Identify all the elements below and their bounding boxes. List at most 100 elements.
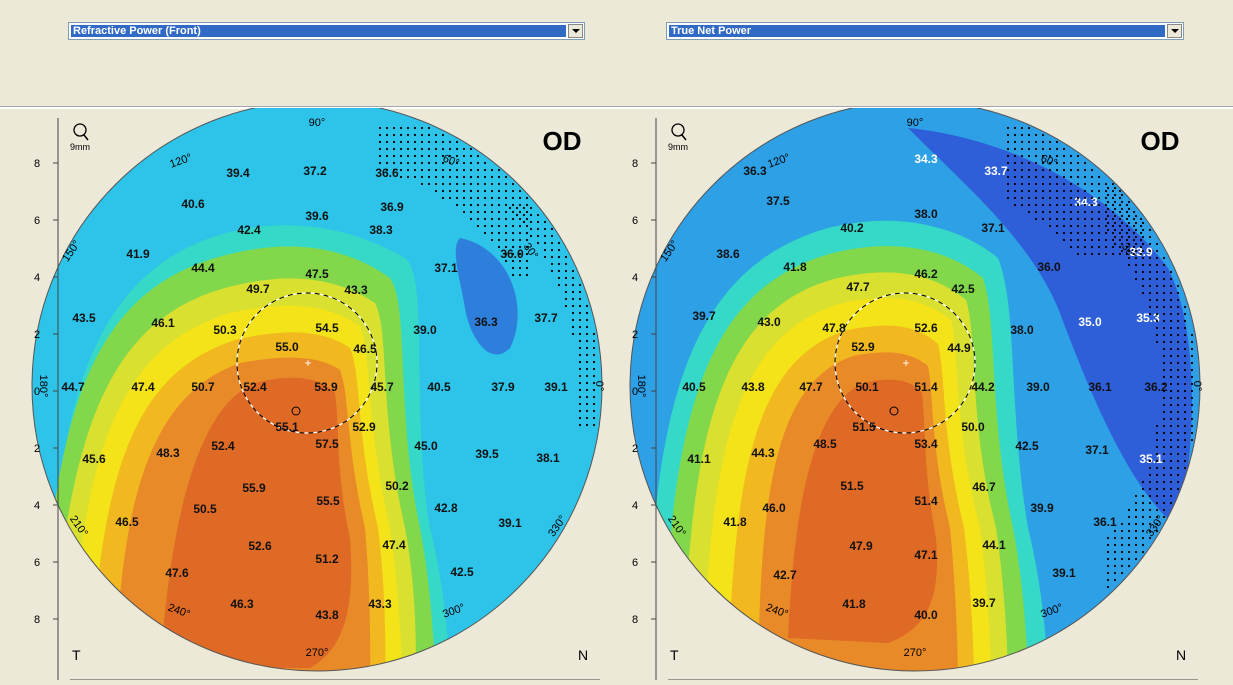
power-value: 44.2 [971,380,995,394]
power-value: 50.1 [855,380,879,394]
power-value: 55.5 [316,494,340,508]
angle-label: 90° [309,117,326,129]
map-outline [629,108,1201,672]
power-value: 34.3 [914,152,938,166]
angle-label: 180° [635,375,647,398]
power-value: 35.1 [1139,452,1163,466]
angle-label: 0° [1191,381,1203,392]
power-value: 44.4 [191,261,215,275]
power-value: 39.0 [413,323,437,337]
power-value: 50.3 [213,323,237,337]
y-tick-label: 8 [34,158,40,170]
y-tick-label: 0 [34,386,40,398]
apex-marker: + [902,356,909,370]
color-zone [160,377,352,668]
power-value: 49.7 [246,282,270,296]
y-tick-label: 8 [632,614,638,626]
y-tick-label: 2 [632,329,638,341]
power-value: 48.5 [813,437,837,451]
power-value: 47.4 [382,538,406,552]
power-value: 51.4 [914,380,938,394]
power-value: 40.5 [427,380,451,394]
power-value: 38.0 [1010,323,1034,337]
power-value: 39.1 [1052,566,1076,580]
topography-map[interactable]: 90°60°30°0°330°300°270°240°210°180°150°1… [10,108,610,685]
power-value: 42.5 [450,565,474,579]
left-topography-panel[interactable]: 90° 60° 30° 0° 330° 300° 270° 240° 210° 180° 150° 1… [10,108,610,685]
bottom-scale-bar [0,680,1233,685]
topography-map[interactable]: 90°60°30°0°330°300°270°240°210°180°150°1… [608,108,1208,685]
power-value: 36.1 [1088,380,1112,394]
nasal-label: N [1176,647,1186,663]
power-value: 55.0 [275,340,299,354]
power-value: 46.5 [115,515,139,529]
y-tick-label: 2 [34,443,40,455]
left-map-type-select[interactable]: Refractive Power (Front) [68,22,585,40]
power-value: 42.7 [773,568,797,582]
chevron-down-icon[interactable] [1167,24,1182,38]
power-value: 44.3 [751,446,775,460]
power-value: 37.1 [981,221,1005,235]
zoom-icon[interactable] [671,123,687,141]
pupil-outline [834,292,976,434]
power-value: 47.4 [131,380,155,394]
power-value: 39.6 [305,209,329,223]
power-value: 47.7 [799,380,823,394]
power-value: 39.1 [544,380,568,394]
power-value: 50.2 [385,479,409,493]
power-value: 41.9 [126,247,150,261]
power-value: 52.4 [243,380,267,394]
zoom-icon[interactable] [73,123,89,141]
vertex-marker [291,406,301,416]
power-value: 43.0 [757,315,781,329]
power-value: 37.1 [434,261,458,275]
chevron-down-icon[interactable] [568,24,583,38]
angle-label: 60° [441,153,461,170]
angle-label: 270° [306,647,329,659]
zoom-level: 9mm [668,142,688,152]
power-value: 33.7 [984,164,1008,178]
power-value: 36.1 [1093,515,1117,529]
power-value: 36.6 [375,166,399,180]
power-value: 52.9 [352,420,376,434]
power-value: 36.3 [474,315,498,329]
y-tick-label: 4 [632,272,638,284]
dotted-region [1006,126,1194,589]
y-tick-label: 4 [34,500,40,512]
dotted-region [378,126,596,427]
power-value: 35.0 [1078,315,1102,329]
y-tick-label: 0 [632,386,638,398]
y-tick-label: 6 [632,215,638,227]
power-value: 38.0 [914,207,938,221]
power-value: 40.2 [840,221,864,235]
power-value: 52.6 [248,539,272,553]
power-value: 53.4 [914,437,938,451]
power-value: 51.5 [840,479,864,493]
color-zone [788,379,938,643]
nasal-label: N [578,647,588,663]
power-value: 46.2 [914,267,938,281]
power-value: 37.7 [534,311,558,325]
power-value: 46.1 [151,316,175,330]
angle-label: 180° [37,375,49,398]
power-value: 47.5 [305,267,329,281]
power-value: 46.3 [230,597,254,611]
vertex-marker [889,406,899,416]
power-value: 41.8 [783,260,807,274]
right-topography-panel[interactable]: 90° 60° 30° 0° 330° 300° 270° 240° 210° 180° 150° 1… [608,108,1208,685]
power-value: 42.8 [434,501,458,515]
power-value: 33.9 [1129,245,1153,259]
power-value: 52.6 [914,321,938,335]
power-value: 40.5 [682,380,706,394]
power-value: 47.6 [165,566,189,580]
y-tick-label: 6 [632,557,638,569]
power-value: 50.0 [961,420,985,434]
left-map-type-value: Refractive Power (Front) [71,25,566,37]
power-value: 46.0 [762,501,786,515]
power-value: 36.0 [1037,260,1061,274]
right-map-type-select[interactable]: True Net Power [666,22,1184,40]
temporal-label: T [670,647,679,663]
power-value: 46.5 [353,342,377,356]
power-value: 44.9 [947,341,971,355]
eye-label: OD [543,126,582,156]
